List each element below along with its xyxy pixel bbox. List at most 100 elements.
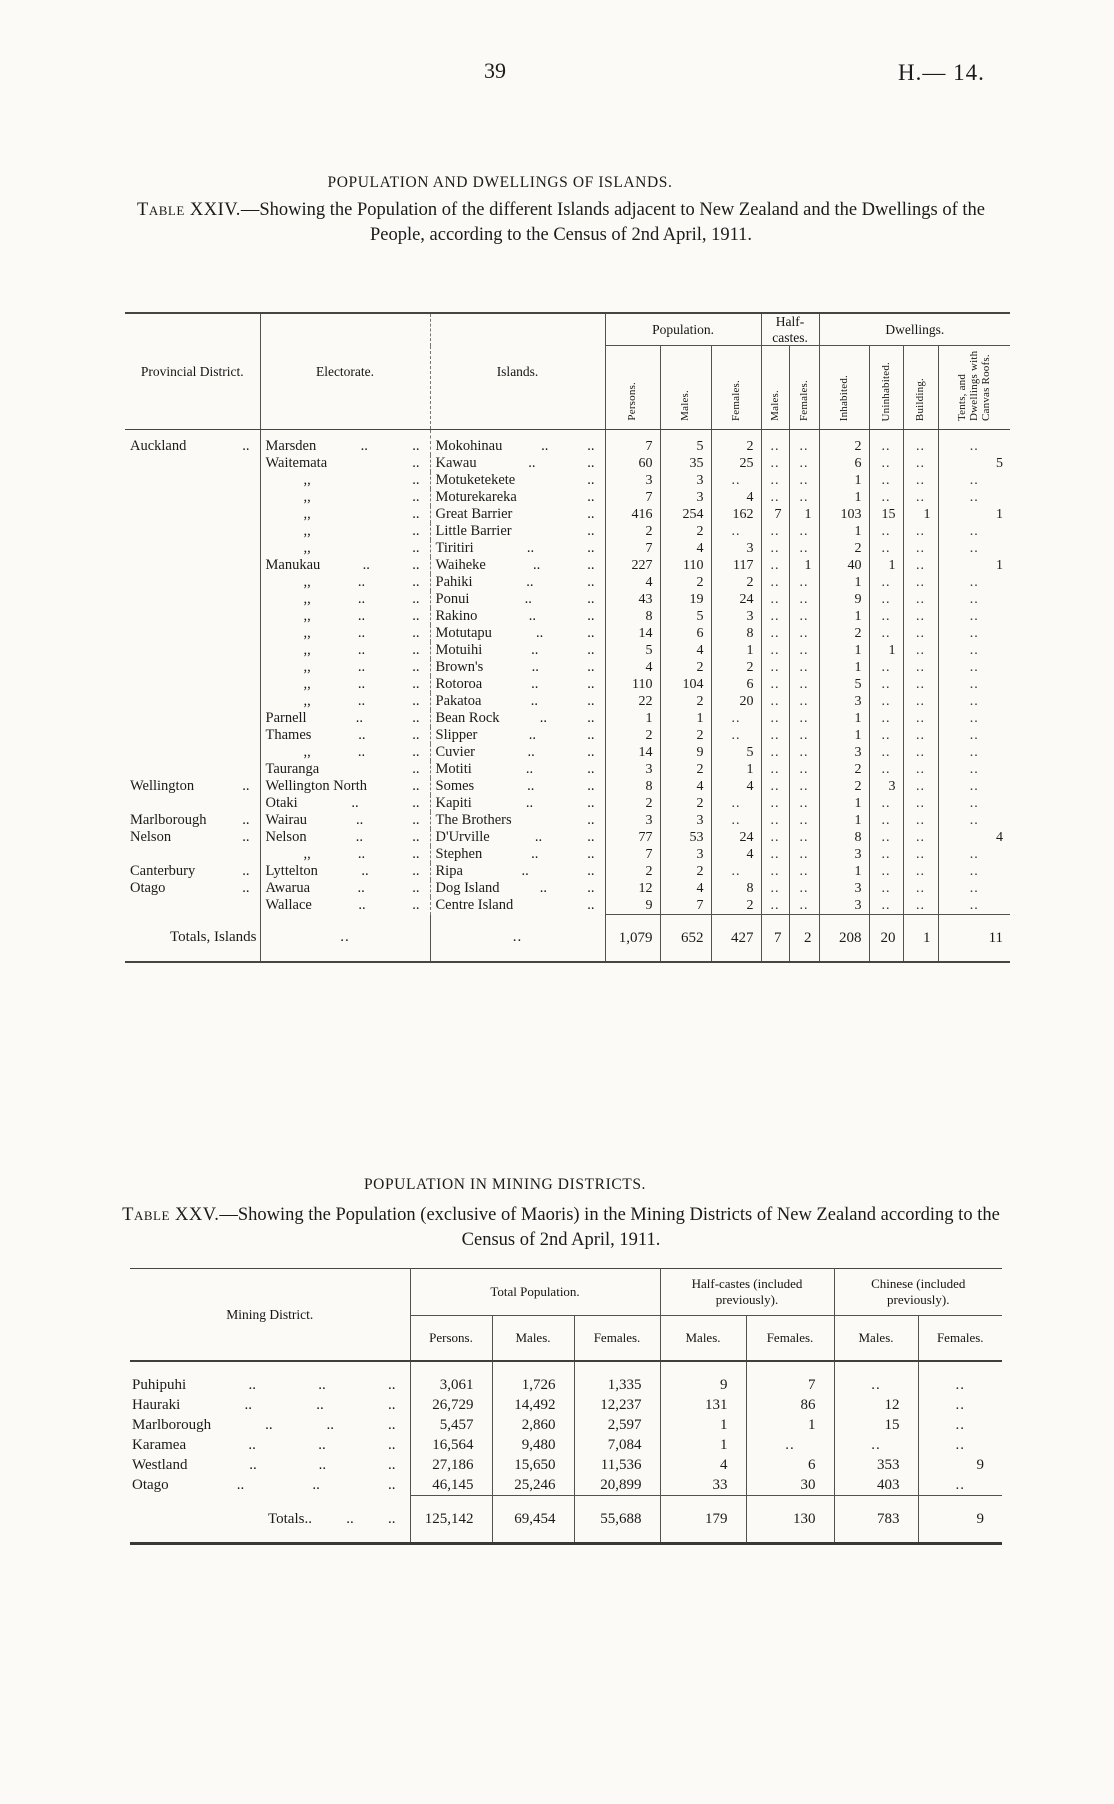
value-cell: 1: [746, 1415, 835, 1435]
value-cell: ..: [789, 540, 820, 558]
vertical-label: Tents, and Dwellings with Canvas Roofs.: [956, 350, 993, 422]
leader-dots: ..: [587, 812, 595, 829]
value-cell: ..: [869, 455, 904, 473]
cell-text: The Brothers: [435, 812, 512, 829]
leader-dots: ..: [521, 863, 529, 880]
island-cell: Cuvier....: [430, 744, 606, 762]
value-cell: 24: [711, 591, 762, 609]
cell-text: ,,: [303, 489, 311, 506]
value-cell: ..: [969, 439, 979, 455]
leader-dots: ..: [355, 710, 364, 727]
cell-text: Westland: [132, 1457, 188, 1473]
value-cell: ..: [969, 626, 979, 642]
leader-dots: ..: [587, 438, 595, 455]
group-header-row: Provincial District. Electorate. Islands…: [125, 313, 1011, 431]
electorate-cell: ,,....: [260, 642, 431, 660]
value-cell: 25: [711, 455, 762, 473]
district-cell: Otago..: [125, 880, 261, 898]
leader-dots: ..: [412, 863, 420, 880]
value-cell: ..: [903, 523, 939, 541]
value-cell: 8: [605, 778, 661, 796]
mining-caption-text: —Showing the Population (exclusive of Ma…: [219, 1205, 1000, 1251]
value-cell: 2: [711, 897, 762, 915]
cell-text: Kapiti: [435, 795, 472, 812]
cell-text: ,,: [303, 472, 311, 489]
islands-table-header: Provincial District. Electorate. Islands…: [125, 313, 1011, 431]
island-cell: Ponui....: [430, 591, 606, 609]
leader-dotted-text: Slipper....: [431, 727, 605, 744]
value-cell: ..: [903, 778, 939, 796]
mining-district-row: Marlborough...... 5,457 2,860 2,597 1 1 15..: [130, 1415, 1002, 1435]
electorate-cell: ,,..: [260, 489, 431, 507]
value-cell: ..: [789, 642, 820, 660]
cell-text: ,,: [303, 693, 311, 710]
value-cell: 4: [711, 489, 762, 507]
value-cell: 12: [605, 880, 661, 898]
leader-dots: ..: [587, 574, 595, 591]
value-cell: ..: [711, 472, 762, 490]
leader-dotted-text: Marlborough..: [125, 812, 260, 829]
value-cell: ..: [869, 429, 904, 456]
leader-dotted-text: Brown's....: [431, 659, 605, 676]
value-cell: 9: [605, 897, 661, 915]
cell-text: ,,: [303, 506, 311, 523]
value-cell: 1: [819, 523, 870, 541]
cell-text: Ponui: [435, 591, 470, 608]
cell-text: Bean Rock: [435, 710, 500, 727]
cell-text: ,,: [303, 523, 311, 540]
leader-dots: ..: [412, 727, 420, 744]
group-label: Total Population.: [490, 1283, 580, 1299]
value-cell: ..: [903, 897, 939, 915]
totals-label: Totals, Islands: [125, 914, 261, 963]
value-cell: ..: [955, 1397, 965, 1413]
value-cell: ..: [761, 489, 790, 507]
value-cell: ..: [789, 676, 820, 694]
leader-dots: ..: [541, 438, 549, 455]
electorate-cell: ,,....: [260, 659, 431, 677]
leader-dots: ..: [528, 455, 536, 472]
leader-dots: ..: [242, 812, 250, 829]
cell-text: Auckland: [130, 438, 187, 455]
mining-district-cell: Puhipuhi......: [130, 1361, 411, 1395]
leader-dots: ..: [358, 897, 366, 914]
value-cell: ..: [969, 643, 979, 659]
leader-dots: ..: [357, 574, 366, 591]
leader-dots: ..: [412, 676, 420, 693]
cell-text: Tiritiri: [435, 540, 474, 557]
value-cell: 179: [660, 1495, 747, 1544]
leader-dots: ..: [412, 642, 420, 659]
islands-table: Provincial District. Electorate. Islands…: [125, 312, 1011, 964]
value-cell: 416: [605, 506, 661, 524]
value-cell: 2,860: [492, 1415, 575, 1435]
value-cell: 69,454: [492, 1495, 575, 1544]
leader-dots: ..: [412, 795, 420, 812]
value-cell: 35: [660, 455, 712, 473]
leader-dots: ..: [526, 574, 534, 591]
leader-dotted-text: Wellington..: [125, 778, 260, 795]
value-cell: 8: [711, 625, 762, 643]
value-cell: 2: [660, 795, 712, 813]
leader-dotted-text: Motuketekete..: [431, 472, 605, 489]
value-cell: 8: [819, 829, 870, 847]
value-cell: 11: [938, 914, 1011, 963]
vertical-label: Females.: [797, 380, 810, 422]
value-cell: ..: [903, 591, 939, 609]
value-cell: 2: [660, 523, 712, 541]
value-cell: ..: [869, 489, 904, 507]
cell-text: Rotoroa: [435, 676, 483, 693]
island-cell: Mokohinau....: [430, 429, 606, 456]
value-cell: 5: [711, 744, 762, 762]
leader-dotted-text: Waiheke....: [431, 557, 605, 574]
col-header-chinese-males: Males.: [834, 1315, 919, 1362]
value-cell: 9: [819, 591, 870, 609]
leader-dotted-text: ,,....: [261, 591, 430, 608]
value-cell: 4: [660, 540, 712, 558]
value-cell: 3: [660, 846, 712, 864]
leader-dotted-text: Ponui....: [431, 591, 605, 608]
island-row: ,,.... Rakino.... 8 5 3.... 1......: [125, 608, 1010, 626]
electorate-cell: Wellington North..: [260, 778, 431, 796]
value-cell: ..: [903, 846, 939, 864]
cell-text: Otago: [132, 1477, 169, 1494]
value-cell: ..: [903, 557, 939, 575]
col-header-inhabited: Inhabited.: [819, 345, 870, 431]
